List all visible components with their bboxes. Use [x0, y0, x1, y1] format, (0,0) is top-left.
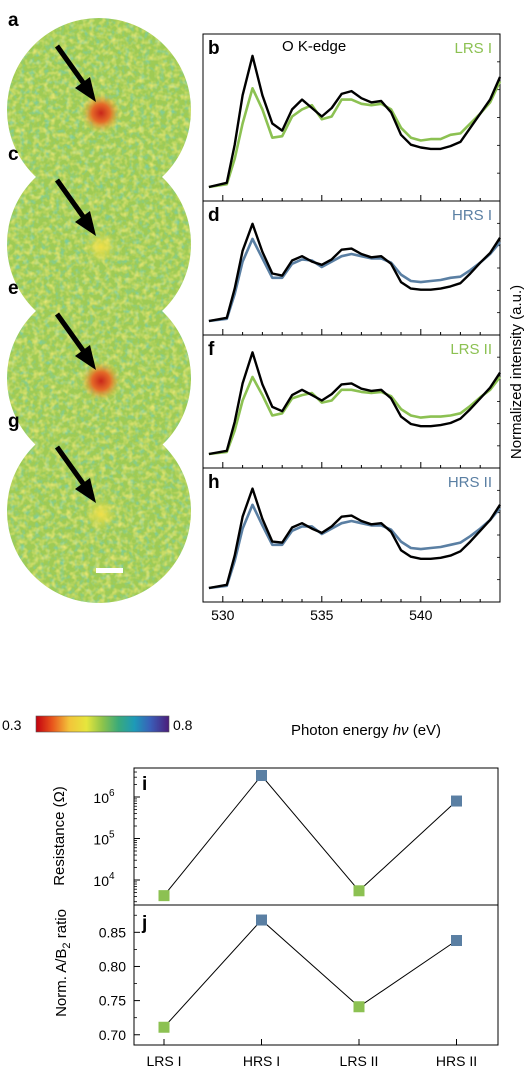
arrow-head-icon	[75, 345, 96, 370]
colorbar-gradient	[35, 715, 170, 733]
y-tick-label: 106	[93, 788, 115, 806]
series-line	[208, 375, 502, 456]
micrograph-image	[7, 419, 191, 603]
panel-letter-g: g	[8, 411, 20, 432]
arrow-icon	[54, 312, 90, 358]
x-category-label: LRS I	[146, 1053, 181, 1069]
panel-letter-j: j	[141, 913, 147, 934]
legend-label: LRS I	[454, 40, 492, 57]
switching-panels: 104 105 106 i 0.70 0.75 0.80 0.85 LRS I HRS I LRS …	[93, 767, 499, 1069]
micrograph-image	[7, 18, 191, 202]
connecting-line	[163, 774, 457, 896]
spectrum-panel-b: LRS I b	[202, 33, 502, 202]
y-tick-label: 105	[93, 830, 115, 848]
y-tick-label: 0.85	[99, 924, 126, 940]
reference-line	[208, 487, 502, 590]
data-point	[256, 914, 267, 926]
arrow-icon	[54, 445, 90, 491]
micrograph-bright-spot	[81, 93, 121, 133]
arrow-head-icon	[75, 77, 96, 102]
series-line	[208, 237, 501, 323]
spectrum-panel-h: HRS II h	[202, 467, 502, 603]
reference-line	[208, 351, 502, 456]
x-tick-label: 530	[211, 607, 235, 623]
y-tick-label: 0.80	[99, 958, 126, 974]
spectrum-panel-d: HRS I d	[202, 200, 502, 336]
y-tick-label: 104	[93, 871, 115, 889]
legend-label: LRS II	[450, 341, 492, 358]
legend-label: HRS I	[452, 207, 492, 224]
panel-letter-c: c	[8, 144, 19, 165]
legend-label: HRS II	[448, 474, 492, 491]
micrograph-image	[7, 286, 191, 470]
x-category-label: LRS II	[340, 1053, 379, 1069]
scale-bar	[96, 568, 123, 573]
y-tick-label: 0.70	[99, 1027, 126, 1043]
reference-line	[208, 222, 502, 323]
micrograph-a: a	[7, 10, 191, 202]
panel-letter-i: i	[142, 774, 147, 795]
ratio-frame	[133, 904, 499, 1046]
series-line	[208, 503, 501, 590]
connecting-line	[163, 919, 457, 1028]
colorbar-max-label: 0.8	[173, 717, 193, 733]
resistance-panel: 104 105 106 i	[93, 767, 499, 906]
series-line	[208, 80, 502, 189]
arrow-icon	[54, 44, 90, 90]
data-point	[353, 885, 365, 897]
reference-line	[208, 54, 502, 189]
x-tick-label: 535	[310, 607, 334, 623]
panel-letter-f: f	[208, 339, 215, 360]
spectra-x-axis-label: Photon energy hν (eV)	[291, 722, 441, 739]
panel-letter-h: h	[208, 472, 220, 493]
data-point	[256, 769, 267, 781]
micrograph-bright-spot	[81, 361, 121, 401]
spectra-title: O K-edge	[282, 38, 346, 55]
spectrum-frame	[202, 33, 501, 202]
micrograph-faint-spot	[85, 498, 117, 530]
data-point	[158, 890, 170, 902]
panel-letter-e: e	[8, 278, 19, 299]
arrow-icon	[54, 178, 90, 224]
y-tick-label: 0.75	[99, 993, 126, 1009]
ratio-panel: 0.70 0.75 0.80 0.85 LRS I HRS I LRS II HRS II j	[99, 904, 499, 1069]
micrograph-faint-spot	[85, 231, 117, 263]
resistance-y-axis-label: Resistance (Ω)	[51, 786, 68, 886]
ratio-y-axis-label: Norm. A/B2 ratio	[53, 909, 73, 1017]
micrograph-g: g	[7, 411, 191, 603]
colorbar: 0.3 0.8	[2, 715, 193, 733]
arrow-head-icon	[75, 478, 96, 503]
spectra-column: LRS I b HRS I d LRS II f HRS II h 530 535 540	[202, 33, 502, 623]
spectra-y-axis-label: Normalized intensity (a.u.)	[508, 285, 525, 459]
x-tick-label: 540	[409, 607, 433, 623]
data-point	[353, 1001, 365, 1013]
data-point	[451, 935, 462, 947]
data-point	[451, 795, 462, 807]
data-point	[158, 1021, 170, 1033]
colorbar-min-label: 0.3	[2, 717, 22, 733]
micrograph-e: e	[7, 278, 191, 470]
panel-letter-b: b	[208, 38, 220, 59]
x-category-label: HRS I	[243, 1053, 280, 1069]
panel-letter-d: d	[208, 205, 220, 226]
panel-letter-a: a	[8, 10, 19, 31]
x-category-label: HRS II	[436, 1053, 477, 1069]
resistance-frame	[133, 767, 499, 906]
arrow-head-icon	[75, 211, 96, 236]
micrograph-column: a c e g	[7, 10, 191, 603]
spectrum-panel-f: LRS II f	[202, 334, 502, 469]
